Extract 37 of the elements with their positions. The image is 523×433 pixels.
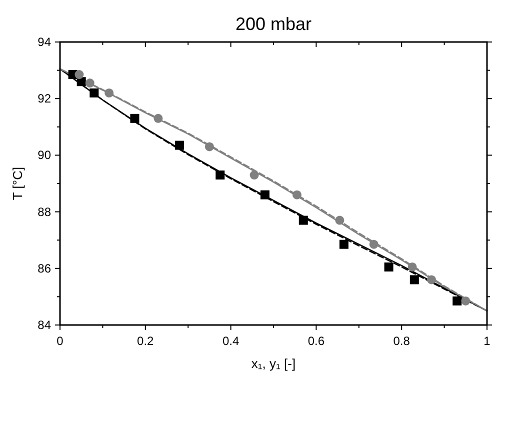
- point: [130, 114, 140, 123]
- x-tick-label: 0: [56, 334, 64, 348]
- x-tick-label: 0.8: [393, 334, 410, 348]
- point: [369, 240, 378, 249]
- y-tick-label: 84: [38, 318, 52, 332]
- x-tick-label: 1: [484, 334, 491, 348]
- point: [384, 262, 394, 272]
- x-tick-label: 0.4: [222, 334, 240, 348]
- point: [335, 216, 344, 225]
- point: [154, 114, 163, 123]
- y-tick-label: 94: [38, 35, 52, 49]
- point: [260, 190, 270, 200]
- point: [216, 170, 225, 180]
- point: [104, 88, 114, 98]
- point: [85, 78, 94, 88]
- y-axis-title: T [°C]: [10, 166, 25, 200]
- point: [298, 216, 308, 225]
- point: [410, 275, 419, 284]
- y-tick-label: 86: [38, 261, 52, 276]
- x-tick-label: 0.6: [308, 334, 325, 348]
- point: [461, 296, 470, 306]
- point: [426, 275, 436, 284]
- point: [292, 190, 302, 200]
- point: [74, 70, 84, 80]
- x-tick-label: 0.2: [137, 334, 154, 348]
- x-axis-title: x₁, y₁ [-]: [251, 356, 296, 371]
- chart-title: 200 mbar: [235, 14, 312, 34]
- point: [250, 170, 259, 180]
- y-tick-label: 90: [38, 148, 52, 162]
- y-tick-label: 88: [38, 204, 52, 219]
- point: [204, 142, 214, 152]
- point: [339, 240, 348, 249]
- point: [175, 140, 184, 150]
- point: [90, 88, 99, 98]
- point: [408, 262, 417, 272]
- y-tick-label: 92: [38, 92, 52, 106]
- point: [452, 296, 462, 306]
